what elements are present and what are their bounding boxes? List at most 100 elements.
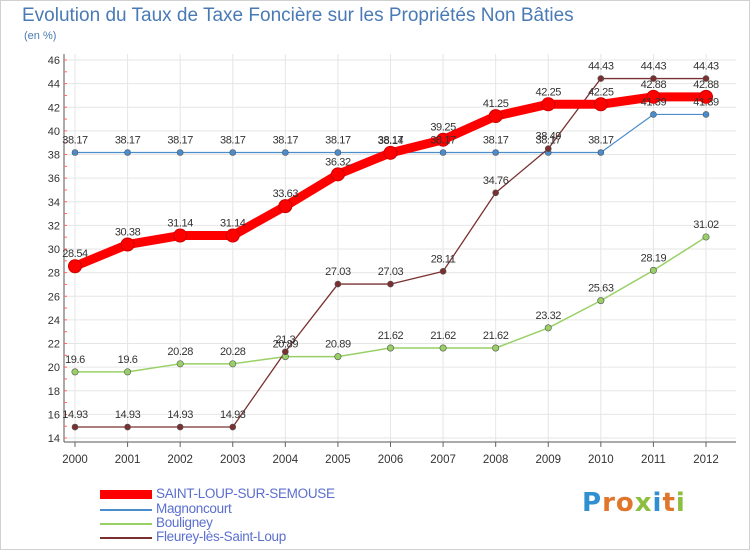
data-point — [544, 324, 552, 332]
chart-unit-label: (en %) — [24, 30, 57, 42]
data-label: 30.38 — [115, 227, 141, 239]
y-tick-label: 30 — [48, 244, 60, 256]
y-tick-label: 14 — [48, 433, 60, 445]
legend-swatch — [100, 537, 152, 539]
x-tick-label: 2006 — [378, 454, 404, 466]
data-label: 41.39 — [693, 96, 719, 108]
data-label: 28.54 — [62, 248, 88, 260]
data-label: 38.17 — [220, 134, 246, 146]
data-point — [702, 75, 710, 82]
y-tick-label: 34 — [48, 197, 60, 209]
data-labels: 28.54 30.38 31.14 31.14 33.63 36.32 38.14 39.25… — [62, 61, 719, 421]
data-point — [597, 75, 605, 82]
data-point — [278, 199, 293, 214]
data-label: 20.89 — [325, 339, 351, 351]
data-point — [334, 149, 342, 156]
x-tick-label: 2011 — [641, 454, 666, 466]
data-point — [593, 97, 608, 112]
data-label: 20.89 — [273, 339, 299, 351]
y-tick-label: 16 — [48, 409, 60, 421]
series-points — [68, 75, 713, 431]
data-label: 31.02 — [693, 219, 719, 231]
data-point — [439, 344, 447, 352]
data-point — [436, 132, 451, 147]
data-label: 42.25 — [535, 86, 561, 98]
data-point — [383, 145, 398, 160]
logo-letter: P — [582, 488, 603, 518]
data-label: 28.19 — [641, 252, 667, 264]
data-point — [544, 145, 552, 153]
data-label: 38.17 — [430, 134, 456, 146]
proxiti-logo: Proxiti — [582, 488, 686, 518]
data-label: 27.03 — [378, 266, 404, 278]
data-label: 44.43 — [693, 61, 719, 73]
data-point — [330, 167, 345, 182]
data-label: 42.88 — [641, 79, 667, 91]
legend-label: SAINT-LOUP-SUR-SEMOUSE — [156, 486, 335, 501]
x-tick-label: 2000 — [62, 454, 88, 466]
data-label: 38.49 — [535, 131, 561, 143]
data-label: 38.17 — [483, 134, 509, 146]
data-point — [124, 423, 131, 431]
data-point — [488, 109, 503, 124]
data-point — [702, 233, 710, 241]
y-tick-label: 20 — [48, 362, 60, 374]
data-point — [387, 280, 394, 288]
data-point — [439, 268, 447, 275]
data-point — [439, 149, 447, 156]
y-tick-label: 18 — [48, 386, 60, 398]
data-point — [334, 280, 342, 288]
legend-label: Bouligney — [156, 515, 213, 530]
legend-label: Fleurey-lès-Saint-Loup — [156, 529, 286, 544]
data-point — [225, 228, 240, 243]
data-label: 20.28 — [167, 346, 193, 358]
grid-lines — [64, 54, 736, 446]
data-point — [597, 297, 605, 305]
data-label: 38.17 — [535, 134, 561, 146]
legend-swatch — [100, 490, 152, 499]
data-label: 14.93 — [62, 409, 88, 421]
data-point — [597, 149, 605, 156]
y-tick-label: 28 — [48, 268, 60, 280]
logo-letter: x — [634, 488, 653, 518]
data-label: 21.62 — [430, 330, 456, 342]
data-label: 42.25 — [588, 86, 614, 98]
data-label: 42.88 — [693, 79, 719, 91]
x-tick-label: 2002 — [167, 454, 193, 466]
data-point — [646, 89, 661, 104]
data-label: 14.93 — [115, 409, 141, 421]
legend-swatch — [100, 523, 152, 525]
data-point — [68, 259, 82, 274]
data-point — [492, 149, 499, 156]
data-point — [334, 353, 342, 361]
data-point — [124, 149, 131, 156]
data-label: 38.17 — [588, 134, 614, 146]
data-point — [282, 149, 289, 156]
data-point — [229, 360, 237, 368]
data-label: 31.14 — [220, 218, 246, 230]
legend-label: Magnoncourt — [156, 501, 232, 516]
data-point — [124, 368, 132, 376]
x-tick-label: 2007 — [430, 454, 456, 466]
logo-letter: o — [615, 488, 635, 518]
data-point — [71, 368, 79, 376]
x-tick-label: 2003 — [220, 454, 246, 466]
data-point — [492, 344, 500, 352]
y-tick-label: 32 — [48, 220, 60, 232]
data-point — [71, 423, 79, 431]
chart-title: Evolution du Taux de Taxe Foncière sur l… — [22, 5, 574, 26]
data-label: 39.25 — [430, 122, 456, 134]
data-label: 34.76 — [483, 175, 509, 187]
y-tick-label: 42 — [48, 102, 60, 114]
data-label: 38.17 — [115, 134, 141, 146]
y-tick-label: 46 — [48, 55, 60, 67]
axes — [63, 54, 736, 443]
data-label: 19.6 — [65, 354, 85, 366]
data-label: 14.93 — [220, 409, 246, 421]
logo-letter: i — [675, 488, 686, 518]
data-point — [176, 149, 184, 156]
data-label: 38.17 — [273, 134, 299, 146]
data-label: 21.62 — [483, 330, 509, 342]
